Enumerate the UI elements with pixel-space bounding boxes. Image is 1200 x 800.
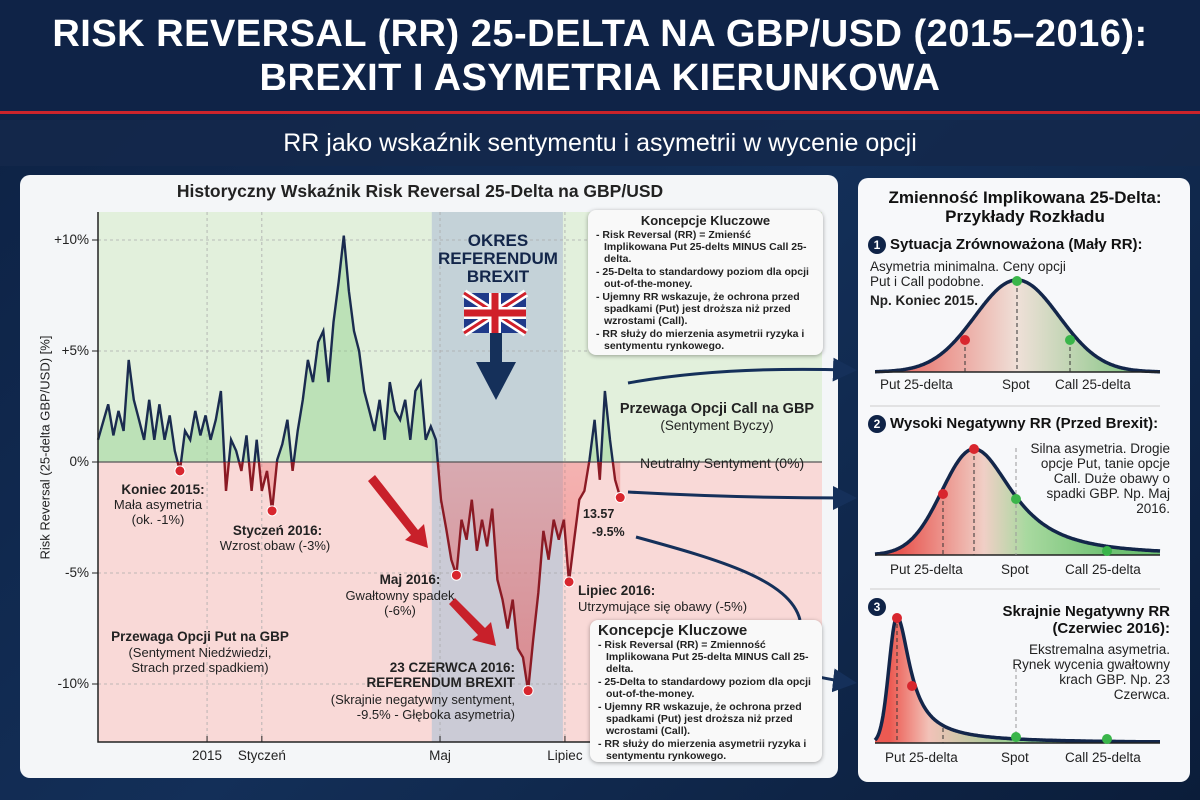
key-concept-item: - Ujemny RR wskazuje, że ochrona przed s… (598, 701, 802, 737)
scenario-1-desc: Asymetria minimalna. Ceny opcji Put i Ca… (870, 259, 1066, 289)
lipiec-2016-title: Lipiec 2016: (578, 583, 656, 598)
styczen-2016-sub: Wzrost obaw (-3%) (219, 538, 331, 553)
y-tick-label: +10% (54, 232, 89, 247)
put-axis-label: Put 25-delta (885, 750, 958, 765)
distribution-2 (874, 444, 1161, 556)
connector-arrows (627, 357, 857, 693)
right-panel-title: Zmienność Implikowana 25-Delta: Przykład… (888, 188, 1162, 226)
series-line-negative (176, 462, 622, 691)
put-axis-label: Put 25-delta (890, 562, 963, 577)
title-line-1: RISK REVERSAL (RR) 25-DELTA NA GBP/USD (… (52, 13, 1148, 55)
x-tick-label: Maj (429, 748, 451, 763)
put-point (892, 613, 902, 623)
neutral-label: Neutralny Sentyment (0%) (640, 455, 805, 471)
key-concepts-box-top: Koncepcje Kluczowe - Risk Reversal (RR) … (588, 210, 823, 355)
put-axis-label: Put 25-delta (880, 377, 953, 392)
call-zone-sub: (Sentyment Byczy) (660, 418, 774, 433)
data-point-marker (266, 505, 278, 517)
scenario-2-title: 2 Wysoki Negatywny RR (Przed Brexit): (868, 415, 1158, 433)
red-arrows (368, 475, 496, 646)
data-point-marker (522, 685, 534, 697)
data-point-marker (563, 576, 575, 588)
x-tick-label: 2015 (192, 748, 223, 763)
key-concepts-title: Koncepcje Kluczowe (598, 622, 748, 639)
scenario-1-title: 1 Sytuacja Zrównoważona (Mały RR): (868, 236, 1143, 254)
put-point (938, 489, 948, 499)
key-concept-item: - RR służy do mierzenia asymetrii ryzyka… (598, 738, 807, 762)
arrow-down-icon (449, 598, 496, 646)
scenario-number: 1 (868, 236, 886, 254)
put-zone-sub: (Sentyment Niedźwiedzi, Strach przed spa… (128, 645, 272, 675)
spot-point (1012, 276, 1022, 286)
scenario-title: Wysoki Negatywny RR (Przed Brexit): (890, 415, 1159, 432)
koniec-2015-sub: Mała asymetria (ok. -1%) (113, 497, 203, 527)
axes (92, 212, 822, 743)
subtitle: RR jako wskaźnik sentymentu i asymetrii … (0, 120, 1200, 166)
styczen-2016-title: Styczeń 2016: (232, 523, 323, 538)
call-point (1102, 734, 1112, 744)
chart-title: Historyczny Wskaźnik Risk Reversal 25-De… (176, 181, 664, 201)
scenario-title: Sytuacja Zrównoważona (Mały RR): (890, 236, 1143, 253)
y-tick-label: -5% (64, 565, 89, 580)
spot-axis-label: Spot (1002, 377, 1030, 392)
put-point (960, 335, 970, 345)
put-zone-title: Przewaga Opcji Put na GBP (111, 629, 289, 644)
call-zone-title: Przewaga Opcji Call na GBP (619, 401, 815, 417)
key-concepts-box-bottom: Koncepcje Kluczowe - Risk Reversal (RR) … (590, 620, 822, 762)
series-line-positive (96, 235, 615, 462)
positive-area (98, 235, 621, 462)
key-concept-item: - Risk Reversal (RR) = Zmienność Impliko… (598, 639, 809, 675)
lipiec-2016-sub: Utrzymujące się obawy (-5%) (578, 599, 748, 614)
key-concepts-title: Koncepcje Kluczowe (640, 213, 771, 228)
key-concept-item: - Ujemny RR wskazuje, że ochrona przed s… (596, 291, 800, 327)
scenario-3-title: Skrajnie Negatywny RR (Czerwiec 2016): (1002, 603, 1170, 637)
rr-series (96, 235, 626, 697)
key-concept-item: - 25-Delta to standardowy poziom dla opc… (598, 676, 811, 700)
spot-axis-label: Spot (1001, 562, 1029, 577)
maj-2016-title: Maj 2016: (379, 572, 441, 587)
scenario-number: 3 (868, 598, 886, 616)
distribution-1 (875, 276, 1160, 374)
uk-flag-icon (461, 289, 529, 337)
spot-point (1011, 732, 1021, 742)
call-point (1102, 546, 1112, 556)
value-label: 13.57 (583, 507, 615, 521)
call-axis-label: Call 25-delta (1055, 377, 1131, 392)
key-concept-item: - RR służy do mierzenia asymetrii ryzyka… (596, 328, 805, 352)
brexit-period-label: OKRES REFERENDUM BREXIT (438, 231, 558, 286)
spot-axis-label: Spot (1001, 750, 1029, 765)
scenario-3-number: 3 (868, 598, 890, 616)
call-axis-label: Call 25-delta (1065, 562, 1141, 577)
axis-line (97, 212, 822, 743)
spot-point (1011, 494, 1021, 504)
scenario-2-desc: Silna asymetria. Drogie opcje Put, tanie… (1030, 441, 1170, 516)
x-tick-label: Lipiec (547, 748, 583, 763)
data-point-marker (614, 492, 626, 504)
data-point-marker (174, 465, 186, 477)
x-tick-label: Styczeń (237, 748, 286, 763)
scenario-number: 2 (868, 415, 886, 433)
czerwiec-2016-title: 23 CZERWCA 2016: REFERENDUM BREXIT (366, 660, 515, 690)
maj-2016-sub: Gwałtowny spadek (-6%) (345, 588, 455, 618)
arrow-down-icon (476, 333, 516, 400)
czerwiec-2016-sub: (Skrajnie negatywny sentyment, -9.5% - G… (330, 692, 515, 722)
header: RISK REVERSAL (RR) 25-DELTA NA GBP/USD (… (0, 0, 1200, 114)
data-point-marker (450, 569, 462, 581)
call-point (1065, 335, 1075, 345)
y-tick-label: +5% (61, 343, 89, 358)
value-label: -9.5% (592, 525, 625, 539)
arrow-down-icon (368, 475, 428, 548)
key-concept-item: - 25-Delta to standardowy poziom dla opc… (596, 266, 809, 290)
scenario-3-desc: Ekstremalna asymetria. Rynek wycenia gwa… (1012, 642, 1170, 702)
y-tick-label: -10% (57, 676, 89, 691)
distribution-3 (873, 613, 1160, 744)
koniec-2015-title: Koniec 2015: (121, 482, 205, 497)
y-tick-label: 0% (69, 454, 89, 469)
call-axis-label: Call 25-delta (1065, 750, 1141, 765)
title-line-2: BREXIT I ASYMETRIA KIERUNKOWA (259, 57, 941, 99)
scenario-1-example: Np. Koniec 2015. (870, 293, 979, 308)
key-concept-item: - Risk Reversal (RR) = Zmienść Implikowa… (596, 229, 807, 265)
